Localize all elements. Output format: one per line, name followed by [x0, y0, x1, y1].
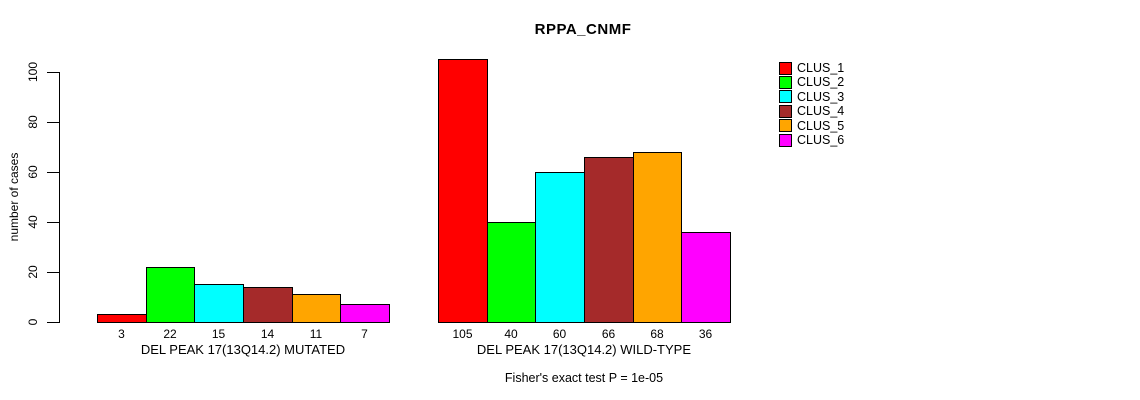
group-axis-label: DEL PEAK 17(13Q14.2) WILD-TYPE: [476, 342, 692, 357]
bar-clus_3: [194, 284, 244, 323]
legend-label: CLUS_3: [797, 89, 845, 104]
y-tick-label: 60: [26, 165, 40, 179]
bar-value-label: 11: [309, 327, 323, 341]
bar-clus_5: [292, 294, 341, 323]
y-tick-mark: [47, 172, 59, 173]
y-axis-line: [59, 72, 60, 323]
legend-swatch: [779, 90, 792, 104]
bar-clus_1: [97, 314, 147, 323]
bar-clus_4: [243, 287, 293, 323]
y-tick-mark: [47, 322, 59, 323]
bar-clus_2: [487, 222, 536, 323]
bar-clus_4: [584, 157, 634, 323]
legend-swatch: [779, 133, 792, 147]
y-tick-mark: [47, 272, 59, 273]
y-tick-mark: [47, 72, 59, 73]
bar-clus_5: [633, 152, 682, 323]
legend-label: CLUS_5: [797, 118, 845, 133]
group-axis-label: DEL PEAK 17(13Q14.2) MUTATED: [140, 342, 346, 357]
bar-clus_1: [438, 59, 488, 323]
bar-clus_2: [146, 267, 195, 323]
y-tick-label: 0: [26, 318, 40, 326]
y-tick-label: 100: [26, 61, 40, 83]
y-tick-label: 40: [26, 215, 40, 229]
chart-title: RPPA_CNMF: [534, 21, 632, 38]
bar-value-label: 22: [163, 327, 177, 341]
bar-clus_6: [681, 232, 731, 323]
legend-swatch: [779, 104, 792, 118]
legend-label: CLUS_2: [797, 75, 845, 90]
bar-value-label: 7: [361, 327, 368, 341]
bar-value-label: 60: [552, 327, 567, 341]
legend-label: CLUS_6: [797, 133, 845, 147]
y-tick-mark: [47, 122, 59, 123]
bar-value-label: 3: [118, 327, 125, 341]
y-tick-label: 80: [26, 115, 40, 129]
bar-value-label: 36: [698, 327, 713, 341]
legend-label: CLUS_1: [797, 61, 845, 75]
bar-value-label: 105: [452, 327, 473, 341]
legend-label: CLUS_4: [797, 104, 845, 119]
bar-clus_3: [535, 172, 585, 323]
legend-swatch: [779, 119, 792, 133]
bar-value-label: 68: [650, 327, 664, 341]
y-axis-title: number of cases: [7, 152, 21, 242]
y-tick-label: 20: [26, 265, 40, 279]
bar-value-label: 66: [601, 327, 616, 341]
legend-swatch: [779, 75, 792, 89]
bar-clus_6: [340, 304, 390, 323]
y-tick-mark: [47, 222, 59, 223]
bar-value-label: 15: [211, 327, 226, 341]
bar-value-label: 40: [504, 327, 518, 341]
bar-value-label: 14: [260, 327, 275, 341]
fisher-test-footnote: Fisher's exact test P = 1e-05: [504, 371, 664, 385]
legend-swatch: [779, 61, 792, 75]
